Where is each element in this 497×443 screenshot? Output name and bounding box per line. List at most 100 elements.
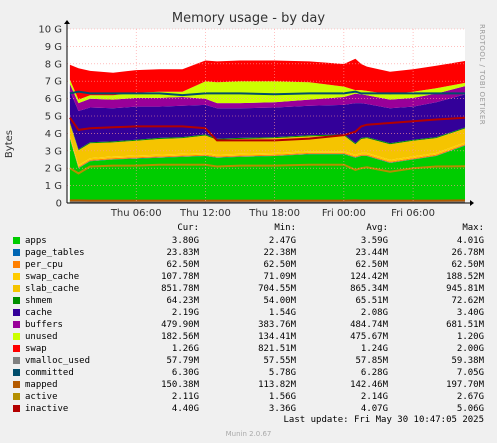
y-tick-label: 5 G	[45, 112, 62, 123]
legend-row-committed: committed 6.30G 5.78G 6.28G 7.05G	[0, 367, 497, 379]
legend-avg-value: 1.24G	[360, 344, 388, 354]
legend-cur-value: 2.11G	[171, 392, 199, 402]
legend-series-name: committed	[25, 368, 74, 378]
legend-series-name: swap_cache	[25, 272, 80, 282]
legend-max-value: 4.01G	[456, 236, 484, 246]
munin-version: Munin 2.0.67	[225, 430, 272, 438]
legend-min-value: 383.76M	[258, 320, 296, 330]
legend-swatch	[13, 237, 20, 244]
legend-row-inactive: inactive 4.40G 3.36G 4.07G 5.06G	[0, 403, 497, 415]
legend-min-value: 1.56G	[268, 392, 296, 402]
legend-series-name: inactive	[25, 404, 69, 414]
legend-swatch	[13, 321, 20, 328]
y-tick-label: 9 G	[45, 42, 62, 53]
legend-cur-value: 2.19G	[171, 308, 199, 318]
last-update: Last update: Fri May 30 10:47:05 2025	[283, 415, 484, 425]
chart-title: Memory usage - by day	[171, 11, 326, 26]
memory-chart: 0 1 G 2 G 3 G 4 G 5 G 6 G 7 G 8 G 9 G 10 G Thu 06:0…	[38, 20, 474, 219]
legend-row-apps: apps 3.80G 2.47G 3.59G 4.01G	[0, 235, 497, 247]
legend-max-value: 59.38M	[451, 356, 484, 366]
legend-swatch	[13, 357, 20, 364]
legend-avg-value: 57.85M	[355, 356, 388, 366]
legend-cur-value: 107.78M	[161, 272, 199, 282]
line-committed	[69, 90, 465, 97]
legend-series-name: per_cpu	[25, 260, 63, 270]
x-axis-arrow	[470, 200, 474, 206]
legend-min-value: 134.41M	[258, 332, 296, 342]
legend-min-value: 54.00M	[263, 296, 296, 306]
legend-col-cur: Cur:	[177, 223, 199, 233]
legend-max-value: 72.62M	[451, 296, 484, 306]
legend-col-min: Min:	[274, 223, 296, 233]
legend-row-active: active 2.11G 1.56G 2.14G 2.67G	[0, 391, 497, 403]
legend-row-shmem: shmem 64.23M 54.00M 65.51M 72.62M	[0, 295, 497, 307]
area-slab-cache	[69, 123, 466, 166]
legend-max-value: 7.05G	[456, 368, 484, 378]
legend-cur-value: 57.79M	[166, 356, 199, 366]
legend-min-value: 2.47G	[268, 236, 296, 246]
legend-swatch	[13, 393, 20, 400]
legend-swatch	[13, 345, 20, 352]
legend-swatch	[13, 369, 20, 376]
legend-avg-value: 6.28G	[360, 368, 388, 378]
legend-row-buffers: buffers 479.90M 383.76M 484.74M 681.51M	[0, 319, 497, 331]
legend-avg-value: 865.34M	[350, 284, 388, 294]
legend-row-swap-cache: swap_cache 107.78M 71.09M 124.42M 188.52M	[0, 271, 497, 283]
legend-series-name: swap	[25, 344, 47, 354]
legend-swatch	[13, 285, 20, 292]
legend-max-value: 197.70M	[446, 380, 484, 390]
legend-avg-value: 142.46M	[350, 380, 388, 390]
legend-cur-value: 479.90M	[161, 320, 199, 330]
legend-cur-value: 64.23M	[166, 296, 199, 306]
legend-row-per-cpu: per_cpu 62.50M 62.50M 62.50M 62.50M	[0, 259, 497, 271]
x-tick-label: Thu 18:00	[248, 208, 300, 219]
legend-avg-value: 2.08G	[360, 308, 388, 318]
legend-series-name: apps	[25, 236, 47, 246]
x-tick-label: Fri 06:00	[391, 208, 435, 219]
legend-cur-value: 23.83M	[166, 248, 199, 258]
legend-cur-value: 62.50M	[166, 260, 199, 270]
area-apps	[69, 138, 466, 203]
legend-series-name: cache	[25, 308, 53, 318]
legend-avg-value: 484.74M	[350, 320, 388, 330]
area-buffers	[69, 84, 466, 111]
y-tick-label: 1 G	[45, 181, 62, 192]
legend-min-value: 71.09M	[263, 272, 296, 282]
legend-row-swap: swap 1.26G 821.51M 1.24G 2.00G	[0, 343, 497, 355]
y-tick-label: 6 G	[45, 94, 62, 105]
legend-row-mapped: mapped 150.38M 113.82M 142.46M 197.70M	[0, 379, 497, 391]
legend-col-avg: Avg:	[366, 223, 388, 233]
y-tick-label: 2 G	[45, 164, 62, 175]
legend-max-value: 681.51M	[446, 320, 484, 330]
legend-min-value: 22.38M	[263, 248, 296, 258]
legend-min-value: 62.50M	[263, 260, 296, 270]
rrdtool-credit: RRDTOOL / TOBI OETIKER	[478, 24, 486, 126]
legend-series-name: page_tables	[25, 248, 85, 258]
legend-max-value: 2.00G	[456, 344, 484, 354]
y-tick-label: 10 G	[38, 25, 62, 36]
legend-swatch	[13, 261, 20, 268]
legend-row-unused: unused 182.56M 134.41M 475.67M 1.20G	[0, 331, 497, 343]
legend-row-vmalloc-used: vmalloc_used 57.79M 57.55M 57.85M 59.38M	[0, 355, 497, 367]
legend-max-value: 188.52M	[446, 272, 484, 282]
legend-max-value: 2.67G	[456, 392, 484, 402]
area-swap	[69, 58, 466, 100]
legend-row-page-tables: page_tables 23.83M 22.38M 23.44M 26.78M	[0, 247, 497, 259]
legend-cur-value: 6.30G	[171, 368, 199, 378]
y-tick-label: 7 G	[45, 77, 62, 88]
legend-avg-value: 124.42M	[350, 272, 388, 282]
legend-max-value: 945.81M	[446, 284, 484, 294]
legend-avg-value: 62.50M	[355, 260, 388, 270]
legend-col-max: Max:	[462, 223, 484, 233]
legend-swatch	[13, 309, 20, 316]
legend-series-name: active	[25, 392, 58, 402]
legend-series-name: unused	[25, 332, 58, 342]
x-tick-label: Thu 12:00	[179, 208, 231, 219]
legend-series-name: vmalloc_used	[25, 356, 91, 366]
legend-swatch	[13, 381, 20, 388]
legend-max-value: 5.06G	[456, 404, 484, 414]
legend-min-value: 3.36G	[268, 404, 296, 414]
legend-cur-value: 1.26G	[171, 344, 199, 354]
line-active	[69, 163, 466, 175]
legend-series-name: slab_cache	[25, 284, 80, 294]
